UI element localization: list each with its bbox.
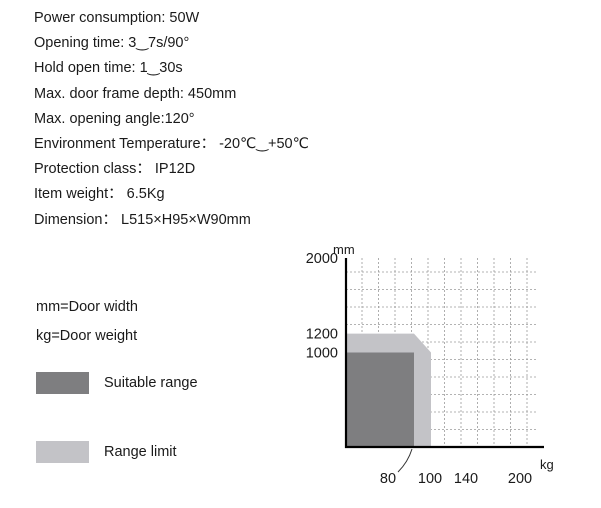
legend-limit-label: Range limit xyxy=(104,444,177,460)
y-tick-label: 2000 xyxy=(306,251,338,267)
spec-opening-angle: Max. opening angle:120° xyxy=(34,110,195,127)
x-tick-labels: 80 100 140 200 xyxy=(380,471,532,487)
x-tick-label: 200 xyxy=(508,471,532,487)
suitable-range-area xyxy=(346,352,414,447)
spec-environment-temperature: Environment Temperature： -20℃‿+50℃ xyxy=(34,135,309,152)
x-tick-label: 140 xyxy=(454,471,478,487)
y-tick-label: 1000 xyxy=(306,346,338,362)
spec-frame-depth: Max. door frame depth: 450mm xyxy=(34,85,237,102)
spec-opening-time: Opening time: 3‿7s/90° xyxy=(34,35,190,52)
spec-list: Power consumption: 50W Opening time: 3‿7… xyxy=(34,6,394,233)
x-axis-label: kg xyxy=(540,457,554,472)
spec-dimension: Dimension： L515×H95×W90mm xyxy=(34,211,251,228)
legend-suitable-label: Suitable range xyxy=(104,375,198,391)
x-tick-label: 80 xyxy=(380,471,396,487)
spec-power: Power consumption: 50W xyxy=(34,10,200,26)
x-tick-label: 100 xyxy=(418,471,442,487)
legend-limit-swatch xyxy=(36,441,89,463)
y-axis-label: mm xyxy=(333,242,355,257)
spec-protection-class: Protection class： IP12D xyxy=(34,161,196,178)
legend-suitable-swatch xyxy=(36,372,89,394)
y-tick-labels: 1000 1200 2000 xyxy=(306,251,338,362)
legend-mm-note: mm=Door width xyxy=(36,299,138,315)
y-tick-label: 1200 xyxy=(306,327,338,343)
spec-hold-open-time: Hold open time: 1‿30s xyxy=(34,60,183,77)
spec-item-weight: Item weight： 6.5Kg xyxy=(34,186,165,203)
tick-80-leader-line xyxy=(397,448,413,473)
legend-kg-note: kg=Door weight xyxy=(36,328,138,344)
